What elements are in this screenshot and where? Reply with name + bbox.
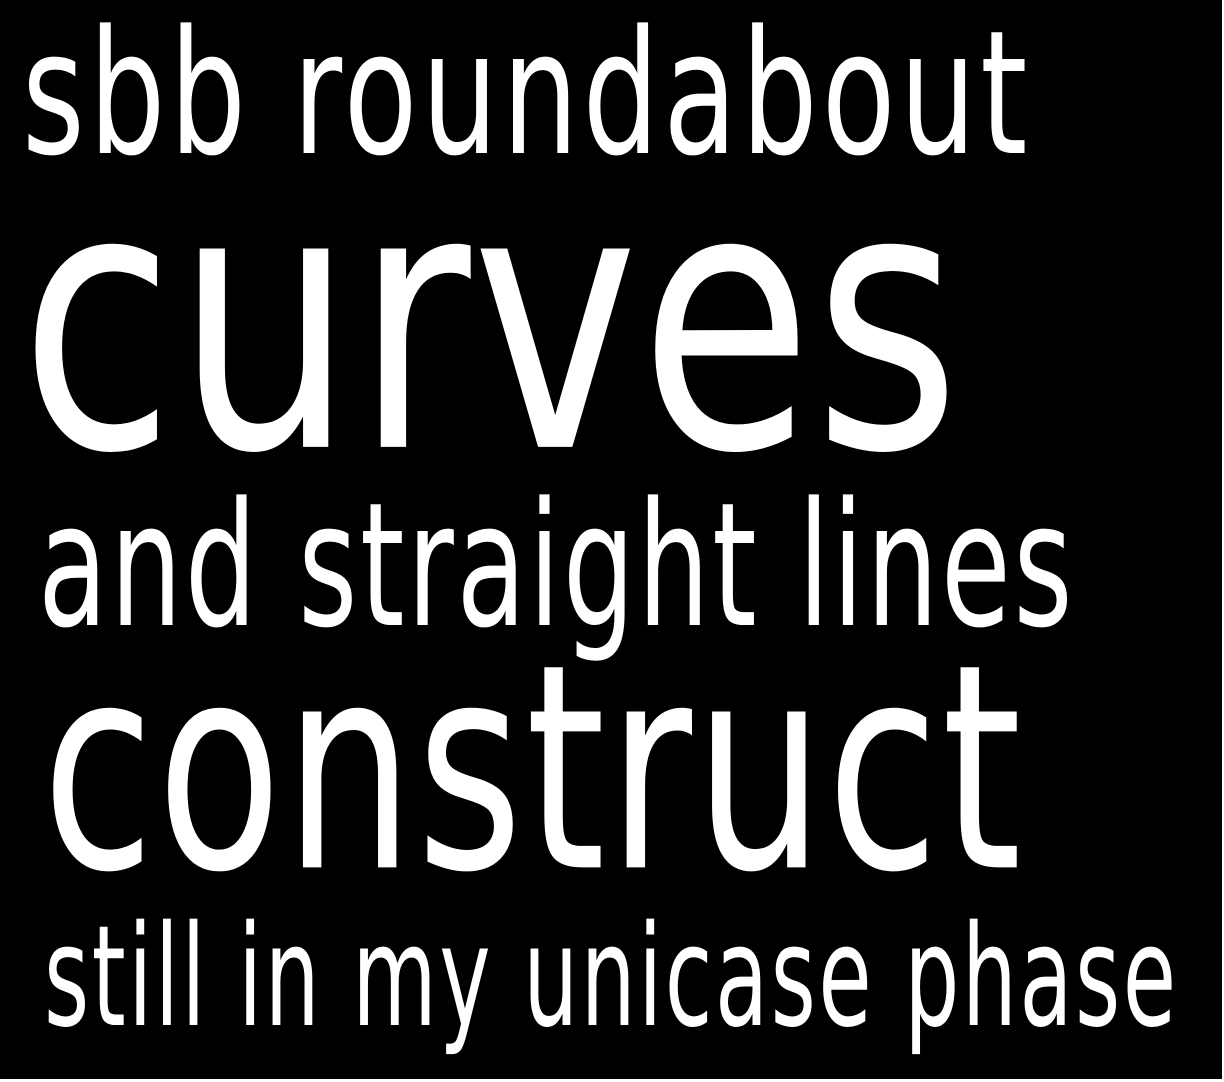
poster-line-construct: construct (42, 603, 1025, 935)
poster-line-font-name: sbb roundabout (22, 0, 1032, 194)
poster-line-curves: curves (20, 110, 962, 533)
poster-line-unicase-phase: still in my unicase phase (44, 896, 1179, 1059)
poster-line-straight-lines: and straight lines (38, 465, 1076, 666)
